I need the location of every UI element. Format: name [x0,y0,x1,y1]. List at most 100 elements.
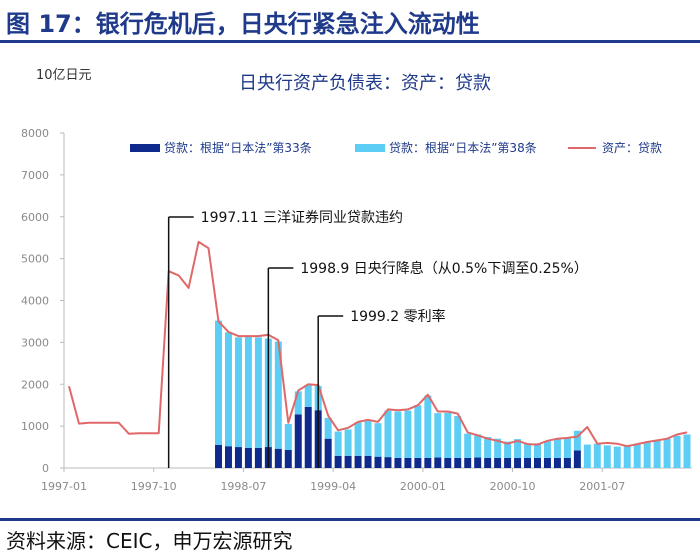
title-rule [0,40,700,43]
bar-law33 [384,457,392,468]
bar-law33 [424,457,432,468]
bar-law38 [504,441,512,458]
bar-law38 [633,444,641,468]
bar-law33 [454,457,462,468]
loan-chart: 日央行资产负债表：资产：贷款 10亿日元 0 1000 2000 3000 4000 50… [21,68,692,493]
bar-law38 [444,412,452,458]
bar-law38 [543,441,551,458]
annotation-text: 1997.11 三洋证券同业贷款违约 [201,210,403,226]
bar-law33 [215,444,222,468]
bar-law33 [224,446,232,468]
axes: 0 1000 2000 3000 4000 5000 6000 7000 8000 1997-01… [21,127,692,493]
x-tick-label: 1999-04 [310,480,356,493]
bar-law33 [563,457,571,468]
bar-law38 [364,420,372,456]
x-tick-label: 2000-10 [490,480,536,493]
line-total-loans [68,240,688,448]
bar-law38 [394,411,402,458]
bar-law38 [484,437,492,458]
y-tick-label: 5000 [21,253,49,266]
bar-law38 [683,434,691,468]
bar-law38 [414,405,422,458]
source-note: 资料来源：CEIC，申万宏源研究 [6,529,293,553]
bar-law33 [244,447,252,468]
bar-law33 [394,457,402,468]
bar-law38 [464,433,472,458]
legend-swatch [355,144,385,152]
bar-law33 [374,456,382,468]
bar-law38 [494,438,502,458]
y-tick-label: 2000 [21,378,49,391]
x-tick-label: 2000-01 [400,480,446,493]
bar-law38 [474,434,482,458]
y-tick-label: 6000 [21,211,49,224]
bar-law38 [424,395,432,458]
bar-law33 [294,414,302,468]
bar-law33 [234,447,242,468]
bar-law33 [484,457,492,468]
bar-law38 [354,422,362,456]
bar-law33 [543,457,551,468]
line-series [68,240,688,448]
x-tick-label: 1997-10 [131,480,177,493]
unit-label: 10亿日元 [36,68,92,83]
bar-law38 [304,384,312,407]
legend-entry: 贷款：根据“日本法”第38条 [389,141,537,155]
bars [215,320,691,468]
bar-law38 [673,435,681,468]
bar-law38 [224,332,232,447]
bar-law38 [573,430,581,451]
bar-law38 [404,410,412,458]
bar-law33 [334,455,342,468]
x-tick-label: 2001-07 [579,480,625,493]
bar-law38 [324,417,332,439]
bar-law38 [643,442,651,468]
x-tick-label: 1998-07 [220,480,266,493]
bar-law38 [284,424,292,450]
legend-entry: 贷款：根据“日本法”第33条 [164,141,312,155]
bar-law38 [344,429,352,456]
y-tick-label: 8000 [21,127,49,140]
annotation-text: 1999.2 零利率 [350,308,445,325]
bar-law38 [215,320,222,445]
bar-law33 [404,457,412,468]
bar-law33 [254,447,262,468]
bar-law33 [414,457,422,468]
bar-law33 [573,450,581,468]
bar-law33 [284,449,292,468]
bar-law38 [454,416,462,458]
bar-law33 [364,455,372,468]
chart-title: 日央行资产负债表：资产：贷款 [239,73,491,94]
bar-law38 [274,341,282,449]
legend-entry: 资产：贷款 [602,141,662,155]
bar-law38 [384,410,392,458]
bar-law38 [294,391,302,415]
bar-law38 [374,423,382,457]
y-tick-label: 3000 [21,336,49,349]
bar-law38 [603,445,611,468]
y-tick-label: 7000 [21,169,49,182]
figure-title: 图 17：银行危机后，日央行紧急注入流动性 [6,10,480,38]
bar-law38 [534,443,541,458]
bar-law38 [434,413,442,458]
annotation-text: 1998.9 日央行降息（从0.5%下调至0.25%） [300,260,587,277]
bar-law33 [524,457,532,468]
bar-law38 [613,446,621,468]
y-tick-label: 4000 [21,295,49,308]
bar-law38 [524,443,532,458]
legend: 贷款：根据“日本法”第33条 贷款：根据“日本法”第38条 资产：贷款 [130,141,662,155]
bar-law38 [334,431,342,456]
bar-law38 [663,438,671,468]
y-tick-label: 0 [42,462,49,475]
bar-law38 [514,439,522,458]
bar-law33 [534,457,541,468]
bar-law38 [593,443,601,468]
bar-law38 [244,336,252,448]
bar-law33 [504,457,512,468]
annotations: 1997.11 三洋证券同业贷款违约 1998.9 日央行降息（从0.5%下调至0… [167,210,588,468]
source-rule [0,518,700,521]
bar-law33 [324,438,332,468]
bar-law33 [494,457,502,468]
x-tick-label: 1997-01 [41,480,87,493]
bar-law33 [344,455,352,468]
